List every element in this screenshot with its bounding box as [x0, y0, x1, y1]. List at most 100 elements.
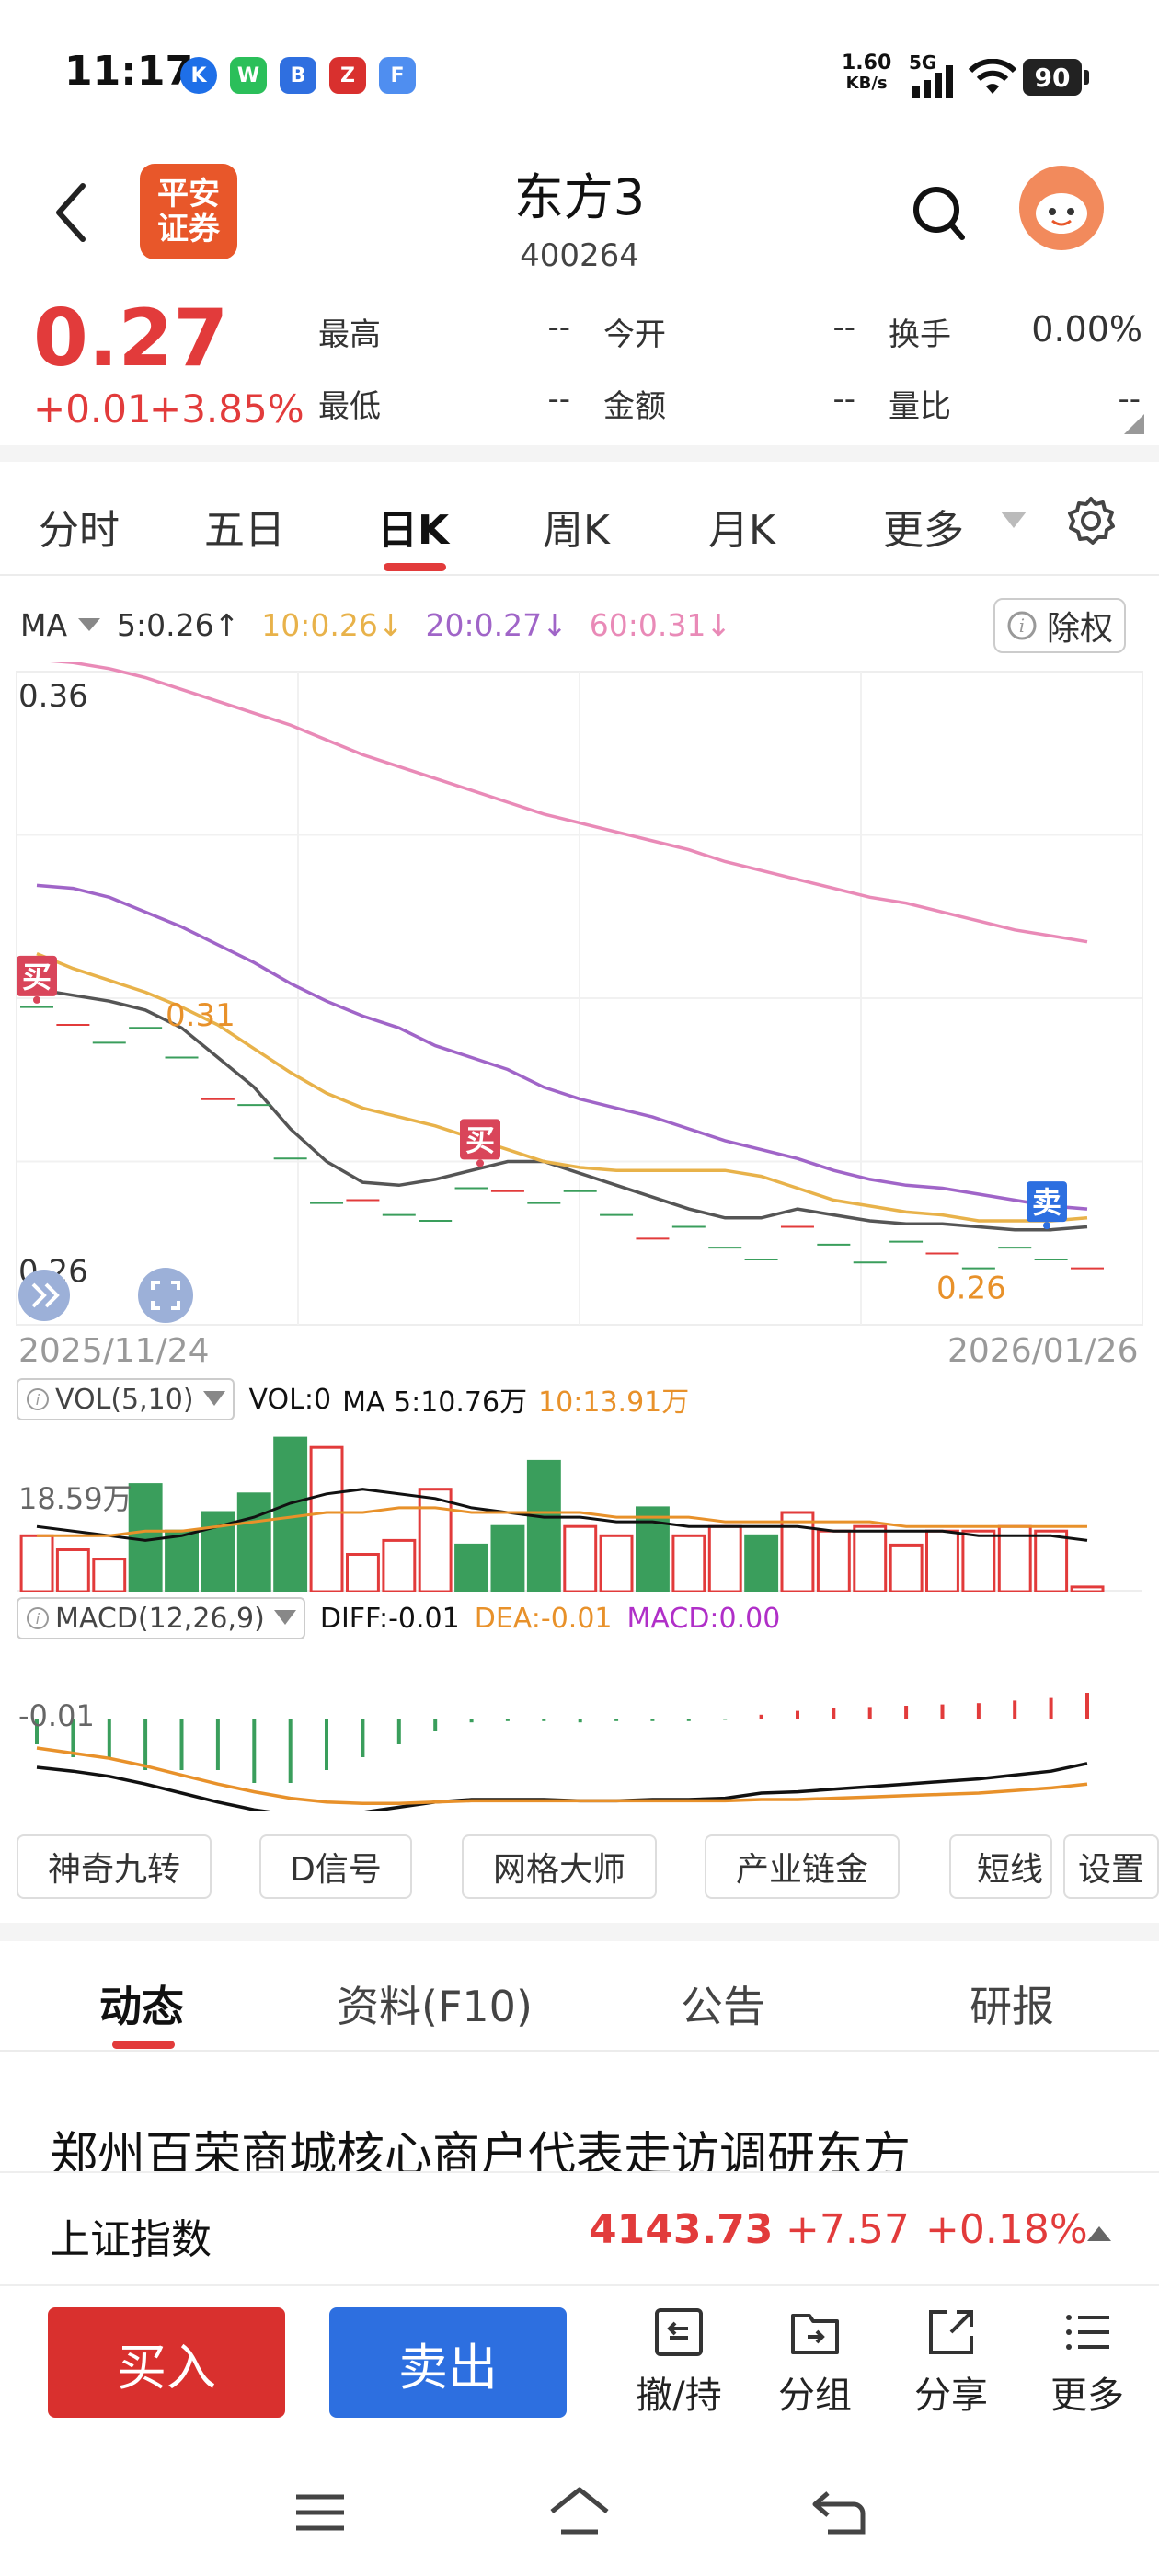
tab-announcements[interactable]: 公告 [681, 1982, 765, 2031]
gear-icon[interactable] [1065, 495, 1117, 546]
volume-bar [780, 1511, 815, 1592]
chevron-up-icon[interactable] [1087, 2225, 1111, 2241]
group-button[interactable]: 分组 [751, 2305, 879, 2419]
macd-chart[interactable]: -0.01 [0, 1645, 1159, 1811]
system-nav-bar [0, 2456, 1159, 2576]
tab-f10[interactable]: 资料(F10) [337, 1982, 533, 2031]
macd-level-label: -0.01 [18, 1698, 95, 1733]
svg-text:i: i [1019, 615, 1025, 637]
tab-research[interactable]: 研报 [970, 1982, 1054, 2031]
search-icon[interactable] [909, 182, 968, 247]
signal-icon [912, 65, 953, 98]
back-gesture-icon[interactable] [809, 2486, 868, 2537]
volume-bar [165, 1529, 200, 1592]
folder-icon [791, 2314, 839, 2354]
vol-ma10-line [37, 1506, 1087, 1537]
vol-indicator-selector[interactable]: i VOL(5,10) [17, 1378, 235, 1420]
ex-rights-button[interactable]: i 除权 [993, 598, 1127, 653]
vol-ma10-value: 10:13.91万 [538, 1386, 690, 1419]
macd-indicator-selector[interactable]: i MACD(12,26,9) [17, 1597, 305, 1639]
chip-d-signal[interactable]: D信号 [259, 1834, 412, 1899]
chip-magic-nine[interactable]: 神奇九转 [17, 1834, 212, 1899]
volume-bar [671, 1534, 706, 1592]
info-icon: i [1007, 611, 1037, 640]
net-speed: 1.60 KB/s [842, 53, 891, 94]
ma-label: MA [20, 607, 68, 643]
menu-icon[interactable] [293, 2490, 348, 2536]
broker-logo[interactable]: 平安 证券 [140, 164, 237, 259]
chip-industry-chain[interactable]: 产业链金 [705, 1834, 900, 1899]
ma60-value: 60:0.31↓ [589, 607, 732, 643]
buy-button[interactable]: 买入 [48, 2307, 285, 2418]
back-icon[interactable] [48, 180, 94, 245]
quote-value-open: -- [832, 309, 855, 346]
volume-bar [599, 1534, 634, 1592]
tab-intraday[interactable]: 分时 [39, 507, 120, 554]
volume-bar [563, 1524, 598, 1592]
volume-bar [925, 1529, 959, 1592]
more-label: 更多 [1050, 2375, 1124, 2417]
chip-grid-master[interactable]: 网格大师 [462, 1834, 657, 1899]
quote-value-low: -- [547, 381, 570, 418]
price-change-pct: +3.85% [149, 386, 304, 431]
cancel-hold-button[interactable]: 撤/持 [614, 2305, 743, 2419]
macd-macd-value: MACD:0.00 [626, 1602, 781, 1635]
more-button[interactable]: 更多 [1023, 2305, 1152, 2419]
assistant-avatar-icon[interactable] [1019, 166, 1104, 250]
share-button[interactable]: 分享 [887, 2305, 1016, 2419]
index-ticker-bar[interactable]: 上证指数 4143.73 +7.57 +0.18% [0, 2171, 1159, 2286]
volume-chart[interactable]: 18.59万 [0, 1426, 1159, 1592]
sell-button[interactable]: 卖出 [329, 2307, 567, 2418]
volume-bar [997, 1524, 1032, 1592]
annotation-low: 0.26 [936, 1271, 1006, 1307]
volume-bar [309, 1445, 344, 1592]
app-k-icon: K [180, 57, 217, 94]
vol-legend: i VOL(5,10) VOL:0 MA 5:10.76万 10:13.91万 [17, 1378, 689, 1420]
ma-dropdown-icon[interactable] [76, 616, 104, 635]
tab-weekly-k[interactable]: 周K [543, 507, 610, 554]
volume-bar [382, 1538, 417, 1592]
tab-daily-k[interactable]: 日K [377, 507, 450, 554]
buy-marker: 买 [465, 1122, 495, 1157]
index-change: +7.57 [786, 2206, 910, 2253]
current-price: 0.27 [33, 293, 229, 385]
volume-bar [490, 1524, 525, 1592]
wechat-icon: W [230, 57, 267, 94]
active-tab-indicator [384, 563, 446, 571]
expand-corner-icon[interactable] [1124, 414, 1144, 434]
chevron-down-icon [202, 1391, 225, 1406]
signal-label: 5G [909, 52, 937, 74]
quote-value-amount: -- [832, 381, 855, 418]
baidu-icon: B [280, 57, 316, 94]
price-change: +0.01 [33, 386, 152, 431]
cancel-hold-label: 撤/持 [636, 2375, 722, 2417]
ma10-value: 10:0.26↓ [261, 607, 404, 643]
ma-legend[interactable]: MA 5:0.26↑ 10:0.26↓ 20:0.27↓ 60:0.31↓ [20, 607, 731, 643]
tab-monthly-k[interactable]: 月K [708, 507, 775, 554]
volume-bar [19, 1534, 54, 1592]
tab-news[interactable]: 动态 [99, 1982, 184, 2031]
status-time: 11:17 [64, 48, 194, 95]
net-speed-unit: KB/s [845, 74, 888, 93]
battery-tip [1084, 70, 1089, 85]
double-chevron-icon [31, 1282, 60, 1308]
volume-bar [418, 1488, 453, 1592]
tabs-divider [0, 574, 1159, 576]
vol-ma5-value: MA 5:10.76万 [342, 1386, 528, 1419]
share-label: 分享 [914, 2375, 988, 2417]
chevron-down-icon[interactable] [1001, 512, 1027, 530]
volume-bar [816, 1529, 851, 1592]
volume-bar [55, 1548, 90, 1592]
chip-settings[interactable]: 设置 [1063, 1834, 1159, 1899]
stock-code: 400264 [520, 237, 639, 274]
section-gap [0, 445, 1159, 462]
home-icon[interactable] [546, 2484, 613, 2539]
sell-marker-bg [1027, 1181, 1067, 1223]
chip-short-term[interactable]: 短线 [949, 1834, 1052, 1899]
tab-five-day[interactable]: 五日 [204, 507, 285, 554]
volume-bar [707, 1524, 742, 1592]
tab-more[interactable]: 更多 [883, 507, 964, 554]
news-tab-indicator [112, 2041, 175, 2049]
info-icon: i [27, 1388, 49, 1410]
